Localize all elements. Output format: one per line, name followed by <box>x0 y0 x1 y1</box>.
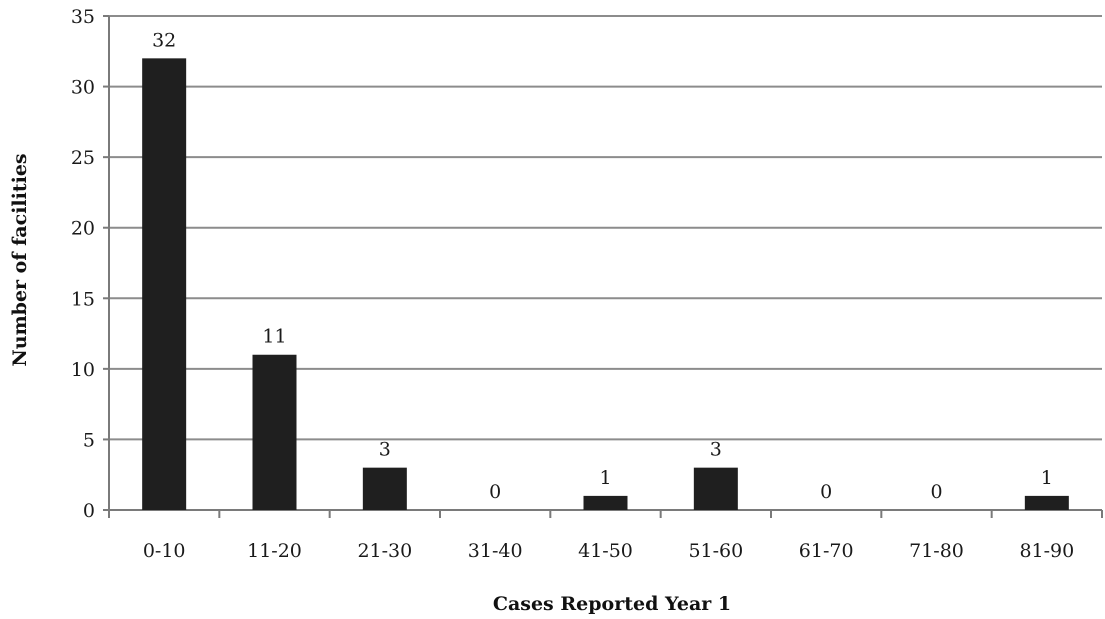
bar <box>362 467 407 510</box>
x-tick-label: 31-40 <box>468 540 523 562</box>
x-tick-label: 71-80 <box>909 540 964 562</box>
y-tick-label: 15 <box>71 288 95 310</box>
bar <box>1024 495 1069 510</box>
y-tick-labels: 0 5 10 15 20 25 30 35 <box>71 6 95 522</box>
y-tick-label: 0 <box>83 500 95 522</box>
x-tick-labels: 0-10 11-20 21-30 31-40 41-50 51-60 61-70 71-80 8… <box>143 540 1074 562</box>
data-label: 3 <box>379 439 391 461</box>
x-tick-label: 51-60 <box>688 540 743 562</box>
data-label: 32 <box>152 29 176 51</box>
y-tick-label: 20 <box>71 218 95 240</box>
bar <box>583 495 628 510</box>
data-label: 11 <box>262 326 286 348</box>
y-tick-label: 35 <box>71 6 95 28</box>
data-label: 1 <box>599 467 611 489</box>
y-tick-label: 10 <box>71 359 95 381</box>
data-label: 0 <box>930 481 942 503</box>
data-label: 0 <box>489 481 501 503</box>
y-tick-label: 30 <box>71 77 95 99</box>
x-tick-label: 21-30 <box>357 540 412 562</box>
bar <box>142 58 187 510</box>
x-tick-label: 11-20 <box>247 540 302 562</box>
x-tick-label: 41-50 <box>578 540 633 562</box>
data-label: 1 <box>1041 467 1053 489</box>
y-axis-title: Number of facilities <box>9 153 31 366</box>
data-label: 3 <box>710 439 722 461</box>
data-labels: 32 11 3 0 1 3 0 0 1 <box>152 29 1053 503</box>
x-tick-label: 81-90 <box>1019 540 1074 562</box>
y-tick-label: 25 <box>71 147 95 169</box>
x-axis-title: Cases Reported Year 1 <box>493 593 731 615</box>
bar <box>693 467 738 510</box>
y-tick-label: 5 <box>83 429 95 451</box>
x-tick-label: 0-10 <box>143 540 186 562</box>
data-label: 0 <box>820 481 832 503</box>
bars <box>142 58 1069 510</box>
x-tick-label: 61-70 <box>799 540 854 562</box>
bar <box>252 354 297 510</box>
